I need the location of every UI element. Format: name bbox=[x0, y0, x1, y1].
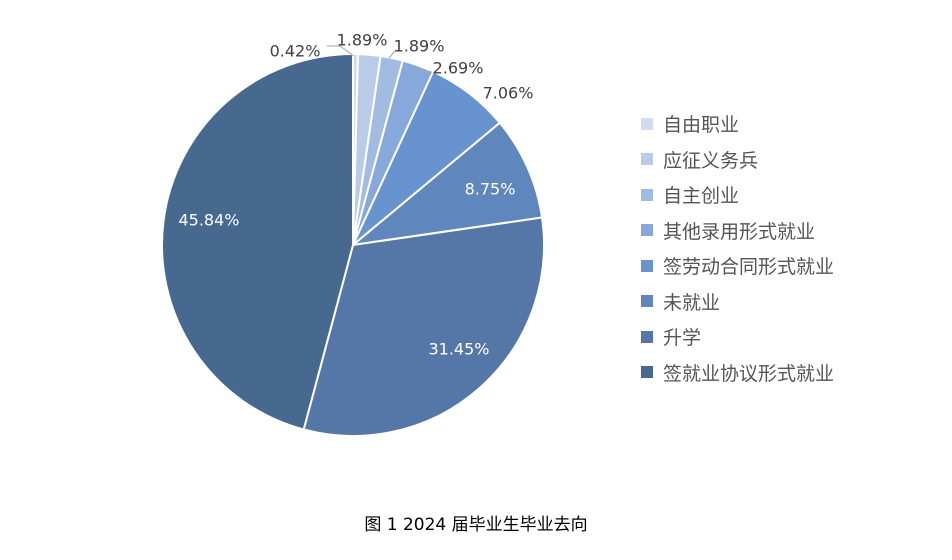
legend-item-2: 自主创业 bbox=[641, 177, 834, 213]
legend-swatch bbox=[641, 330, 653, 343]
data-label: 45.84% bbox=[178, 211, 239, 230]
figure-caption: 图 1 2024 届毕业生毕业去向 bbox=[364, 515, 588, 535]
legend-item-0: 自由职业 bbox=[641, 106, 834, 142]
legend-swatch bbox=[641, 259, 653, 272]
legend-swatch bbox=[641, 153, 653, 166]
data-label: 2.69% bbox=[433, 59, 484, 78]
legend-label: 自由职业 bbox=[663, 114, 740, 137]
legend-label: 其他录用形式就业 bbox=[663, 220, 816, 243]
legend-item-1: 应征义务兵 bbox=[641, 142, 834, 178]
legend-label: 签就业协议形式就业 bbox=[663, 362, 835, 385]
legend-swatch bbox=[641, 295, 653, 308]
pie-slices bbox=[161, 52, 545, 437]
data-label: 7.06% bbox=[483, 84, 534, 103]
leader-line bbox=[327, 45, 355, 57]
data-label: 0.42% bbox=[270, 42, 321, 61]
leader-lines bbox=[327, 45, 433, 73]
legend-swatch bbox=[641, 366, 653, 379]
pie-slice bbox=[349, 121, 544, 247]
data-labels: 0.42% 1.89% 1.89% 2.69% 7.06% 8.75% 31.45% 45.8… bbox=[178, 31, 533, 359]
legend-item-6: 升学 bbox=[641, 319, 834, 355]
data-label: 1.89% bbox=[394, 37, 445, 56]
legend-label: 应征义务兵 bbox=[663, 149, 759, 172]
legend: 自由职业 应征义务兵 自主创业 其他录用形式就业 签劳动合同形式就业 未就业 升… bbox=[641, 106, 834, 390]
legend-swatch bbox=[641, 188, 653, 201]
data-label: 1.89% bbox=[337, 31, 388, 50]
pie-slice bbox=[302, 216, 545, 437]
legend-label: 升学 bbox=[663, 327, 702, 350]
legend-swatch bbox=[641, 224, 653, 237]
legend-item-5: 未就业 bbox=[641, 284, 834, 320]
data-label: 31.45% bbox=[428, 340, 489, 359]
leader-line bbox=[388, 49, 397, 59]
legend-label: 未就业 bbox=[663, 291, 721, 314]
legend-swatch bbox=[641, 117, 653, 130]
leader-line bbox=[419, 69, 433, 73]
legend-label: 签劳动合同形式就业 bbox=[663, 256, 835, 279]
legend-item-3: 其他录用形式就业 bbox=[641, 213, 834, 249]
legend-item-7: 签就业协议形式就业 bbox=[641, 355, 834, 391]
legend-label: 自主创业 bbox=[663, 185, 740, 208]
data-label: 8.75% bbox=[465, 180, 516, 199]
pie-slice bbox=[161, 52, 354, 431]
legend-item-4: 签劳动合同形式就业 bbox=[641, 248, 834, 284]
